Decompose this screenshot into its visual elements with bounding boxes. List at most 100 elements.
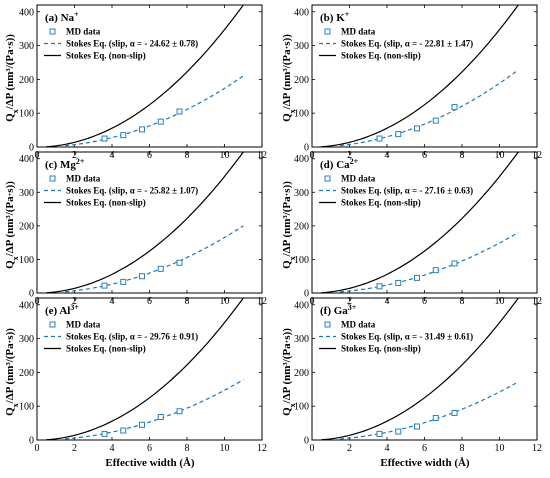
md-data-point [451, 104, 458, 111]
y-title-rest: /ΔP (nm³/(Pa·s)) [281, 181, 293, 258]
y-axis-title-row2: Qx/ΔP (nm³/(Pa·s)) [4, 181, 20, 269]
panel-label-sup: + [345, 10, 350, 19]
legend-entry: Stokes Eq. (non-slip) [66, 51, 146, 61]
slip-curve [340, 381, 519, 440]
md-data-point [101, 282, 108, 289]
x-tick-label: 6 [422, 443, 427, 454]
panel-f: 0 2 4 6 8 10 12 0 100 200 300 400 (f) Ga3+ MD data Sto… [294, 297, 542, 454]
legend-entry: MD data [66, 27, 101, 37]
md-data-point [120, 132, 127, 139]
panel-label-main: (e) Al [45, 305, 70, 317]
panel-label: (b) K+ [320, 10, 350, 25]
panel-label-sup: 2+ [350, 157, 359, 166]
nonslip-curve [321, 151, 519, 294]
x-tick-label: 4 [385, 443, 390, 454]
x-tick-label: 8 [460, 150, 465, 161]
nonslip-curve [46, 4, 244, 148]
y-title-sub: x [288, 256, 297, 260]
panel-label-sup: 3+ [70, 303, 79, 312]
md-data-point [376, 430, 383, 437]
y-axis-title-row3-right: Qx/ΔP (nm³/(Pa·s)) [281, 328, 297, 416]
md-data-point [139, 273, 145, 280]
y-tick-label: 0 [29, 436, 34, 447]
y-axis-title-row2-right: Qx/ΔP (nm³/(Pa·s)) [281, 181, 297, 269]
y-title-q: Q [281, 260, 293, 269]
md-data-point [414, 125, 420, 132]
slip-curve [65, 379, 244, 440]
slip-curve [340, 232, 519, 293]
y-tick-label: 300 [19, 41, 34, 52]
md-data-point [432, 117, 439, 124]
x-tick-label: 6 [422, 296, 427, 307]
x-tick-label: 4 [385, 296, 390, 307]
x-tick-label: 6 [147, 150, 152, 161]
slip-curve [340, 69, 519, 147]
legend-entry: Stokes Eq. (slip, α = - 29.76 ± 0.91) [66, 332, 198, 342]
x-tick-label: 0 [310, 443, 315, 454]
panel-label-main: (d) Ca [320, 159, 350, 171]
legend-entry: Stokes Eq. (slip, α = - 27.16 ± 0.63) [341, 186, 473, 196]
legend-entry: MD data [66, 320, 101, 330]
y-tick-label: 300 [294, 188, 309, 199]
x-tick-label: 10 [495, 296, 505, 307]
legend-entry: MD data [341, 174, 376, 184]
md-data-point [376, 283, 383, 290]
md-data-point [376, 135, 383, 142]
panel-label-sup: 3+ [348, 303, 357, 312]
md-data-point [432, 267, 439, 274]
y-title-rest: /ΔP (nm³/(Pa·s)) [4, 181, 16, 258]
md-data-point [139, 421, 145, 428]
md-data-point [120, 427, 127, 434]
panel-label-main: (b) K [320, 12, 345, 24]
md-data-point [101, 430, 108, 437]
y-title-rest: /ΔP (nm³/(Pa·s)) [281, 34, 293, 111]
y-tick-label: 400 [294, 154, 309, 165]
y-tick-label: 0 [304, 436, 309, 447]
legend-md-marker [324, 28, 331, 35]
y-title-rest: /ΔP (nm³/(Pa·s)) [281, 328, 293, 405]
legend-entry: MD data [66, 174, 101, 184]
y-title-q: Q [4, 407, 16, 416]
y-tick-label: 400 [294, 300, 309, 311]
y-title-rest: /ΔP (nm³/(Pa·s)) [4, 34, 16, 111]
y-tick-label: 400 [19, 7, 34, 18]
y-title-q: Q [281, 113, 293, 122]
x-tick-label: 2 [347, 443, 352, 454]
legend-entry: Stokes Eq. (non-slip) [66, 198, 146, 208]
y-tick-label: 400 [294, 7, 309, 18]
y-title-q: Q [4, 113, 16, 122]
y-tick-label: 300 [19, 188, 34, 199]
panel-label-main: (a) Na [45, 12, 75, 24]
panel-label: (f) Ga3+ [320, 303, 357, 318]
x-tick-label: 6 [147, 443, 152, 454]
y-tick-label: 100 [19, 109, 34, 120]
legend-entry: Stokes Eq. (non-slip) [341, 344, 421, 354]
md-data-point [395, 428, 402, 435]
y-tick-label: 100 [19, 255, 34, 266]
x-tick-label: 10 [220, 296, 230, 307]
y-tick-label: 0 [29, 289, 34, 300]
legend-entry: Stokes Eq. (non-slip) [66, 344, 146, 354]
x-tick-label: 2 [72, 443, 77, 454]
x-tick-label: 6 [422, 150, 427, 161]
panel-label: (d) Ca2+ [320, 157, 359, 172]
y-tick-label: 200 [294, 368, 309, 379]
x-tick-label: 2 [72, 296, 77, 307]
y-tick-label: 200 [19, 221, 34, 232]
panel-label-sup: + [74, 10, 79, 19]
md-data-point [414, 423, 420, 430]
y-tick-label: 300 [294, 334, 309, 345]
x-tick-label: 10 [495, 150, 505, 161]
x-tick-label: 8 [185, 443, 190, 454]
y-tick-label: 100 [19, 402, 34, 413]
md-data-point [176, 259, 183, 266]
x-tick-label: 4 [110, 443, 115, 454]
md-data-point [176, 108, 183, 115]
md-data-point [139, 126, 145, 133]
y-title-sub: x [11, 109, 20, 113]
y-tick-label: 200 [294, 221, 309, 232]
y-tick-label: 0 [304, 289, 309, 300]
legend-entry: Stokes Eq. (non-slip) [341, 198, 421, 208]
